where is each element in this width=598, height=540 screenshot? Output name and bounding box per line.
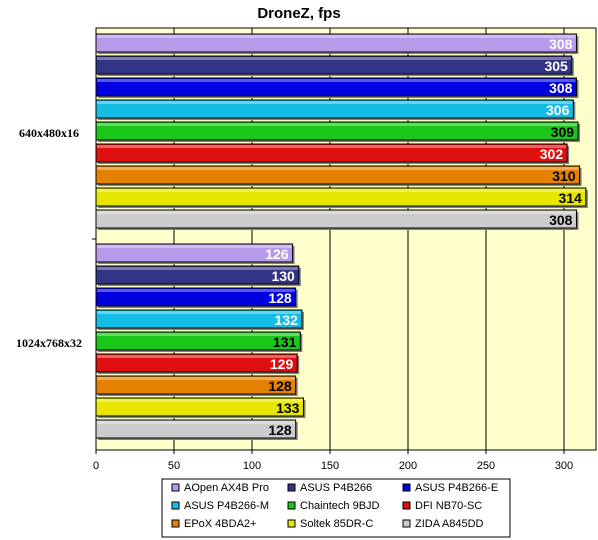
legend-label: Soltek 85DR-C	[300, 518, 373, 530]
legend-label: DFI NB70-SC	[415, 500, 482, 512]
legend-box	[161, 478, 511, 538]
x-tick-label: 0	[93, 460, 99, 472]
bar-highlight	[97, 211, 576, 214]
bar-highlight	[97, 101, 573, 104]
bar	[95, 99, 574, 119]
legend-swatch	[402, 519, 411, 528]
bar	[95, 165, 581, 185]
bar-highlight	[97, 289, 295, 292]
bar-value-label: 302	[540, 146, 564, 162]
bar-value-label: 306	[546, 102, 570, 118]
bar-highlight	[97, 267, 298, 270]
bar	[95, 331, 301, 351]
bar-value-label: 131	[273, 334, 297, 350]
bar-highlight	[97, 377, 295, 380]
legend-swatch	[287, 501, 296, 510]
legend-swatch	[287, 519, 296, 528]
bar-value-label: 308	[549, 80, 573, 96]
bar-highlight	[97, 145, 567, 148]
bar-labels: 308 305 308 306 309 302 310 314 308 126 130 128 132 1…	[265, 36, 582, 438]
bar-highlight	[97, 123, 578, 126]
bar	[95, 33, 577, 53]
bar-value-label: 309	[551, 124, 575, 140]
bar	[95, 77, 577, 97]
legend-swatch	[171, 519, 180, 528]
legend-swatch	[402, 501, 411, 510]
bar-highlight	[97, 189, 585, 192]
bar-value-label: 128	[268, 378, 292, 394]
legend-label: ASUS P4B266	[300, 482, 372, 494]
legend: AOpen AX4B Pro ASUS P4B266 ASUS P4B266-E AS…	[161, 478, 511, 538]
bar-value-label: 128	[268, 422, 292, 438]
bar-value-label: 305	[544, 58, 568, 74]
x-tick-label: 50	[168, 460, 180, 472]
x-tick-label: 150	[321, 460, 339, 472]
bar	[95, 419, 297, 439]
legend-swatch	[171, 483, 180, 492]
bar	[95, 143, 568, 163]
x-tick-label: 300	[555, 460, 573, 472]
bar-highlight	[97, 355, 297, 358]
bar-highlight	[97, 421, 295, 424]
bar-value-label: 133	[276, 400, 300, 416]
x-axis: 0 50 100 150 200 250 300	[92, 238, 573, 472]
bar	[95, 309, 303, 329]
x-tick-label: 100	[243, 460, 261, 472]
legend-label: ZIDA A845DD	[415, 518, 484, 530]
legend-swatch	[287, 483, 296, 492]
legend-label: EPoX 4BDA2+	[184, 518, 256, 530]
bar	[95, 265, 300, 285]
bar-highlight	[97, 167, 579, 170]
chart-title: DroneZ, fps	[257, 5, 340, 22]
bar-value-label: 129	[270, 356, 294, 372]
bar-highlight	[97, 35, 576, 38]
bar-value-label: 308	[549, 36, 573, 52]
bar	[95, 209, 577, 229]
bar-value-label: 126	[265, 246, 289, 262]
category-label: 1024x768x32	[16, 336, 82, 350]
bar	[95, 287, 297, 307]
legend-swatch	[171, 501, 180, 510]
bar	[95, 121, 579, 141]
bar-highlight	[97, 399, 303, 402]
bar	[95, 375, 297, 395]
bars	[95, 33, 588, 440]
bar-value-label: 314	[558, 190, 582, 206]
legend-label: AOpen AX4B Pro	[184, 482, 269, 494]
bar	[95, 243, 294, 263]
bar-value-label: 132	[275, 312, 299, 328]
legend-label: Chaintech 9BJD	[300, 500, 380, 512]
bar-value-label: 310	[552, 168, 576, 184]
x-tick-label: 250	[477, 460, 495, 472]
bar-highlight	[97, 57, 571, 60]
bar-value-label: 130	[271, 268, 295, 284]
legend-label: ASUS P4B266-M	[184, 500, 269, 512]
legend-swatch	[402, 483, 411, 492]
bar	[95, 397, 304, 417]
bar	[95, 187, 587, 207]
bar	[95, 353, 298, 373]
category-label: 640x480x16	[19, 126, 79, 140]
bar-highlight	[97, 311, 301, 314]
category-labels: 640x480x16 1024x768x32	[16, 126, 82, 350]
bar	[95, 55, 573, 75]
bar-highlight	[97, 245, 292, 248]
bar-highlight	[97, 333, 300, 336]
bar-highlight	[97, 79, 576, 82]
x-tick-label: 200	[399, 460, 417, 472]
bar-value-label: 128	[268, 290, 292, 306]
legend-label: ASUS P4B266-E	[415, 482, 498, 494]
bar-value-label: 308	[549, 212, 573, 228]
